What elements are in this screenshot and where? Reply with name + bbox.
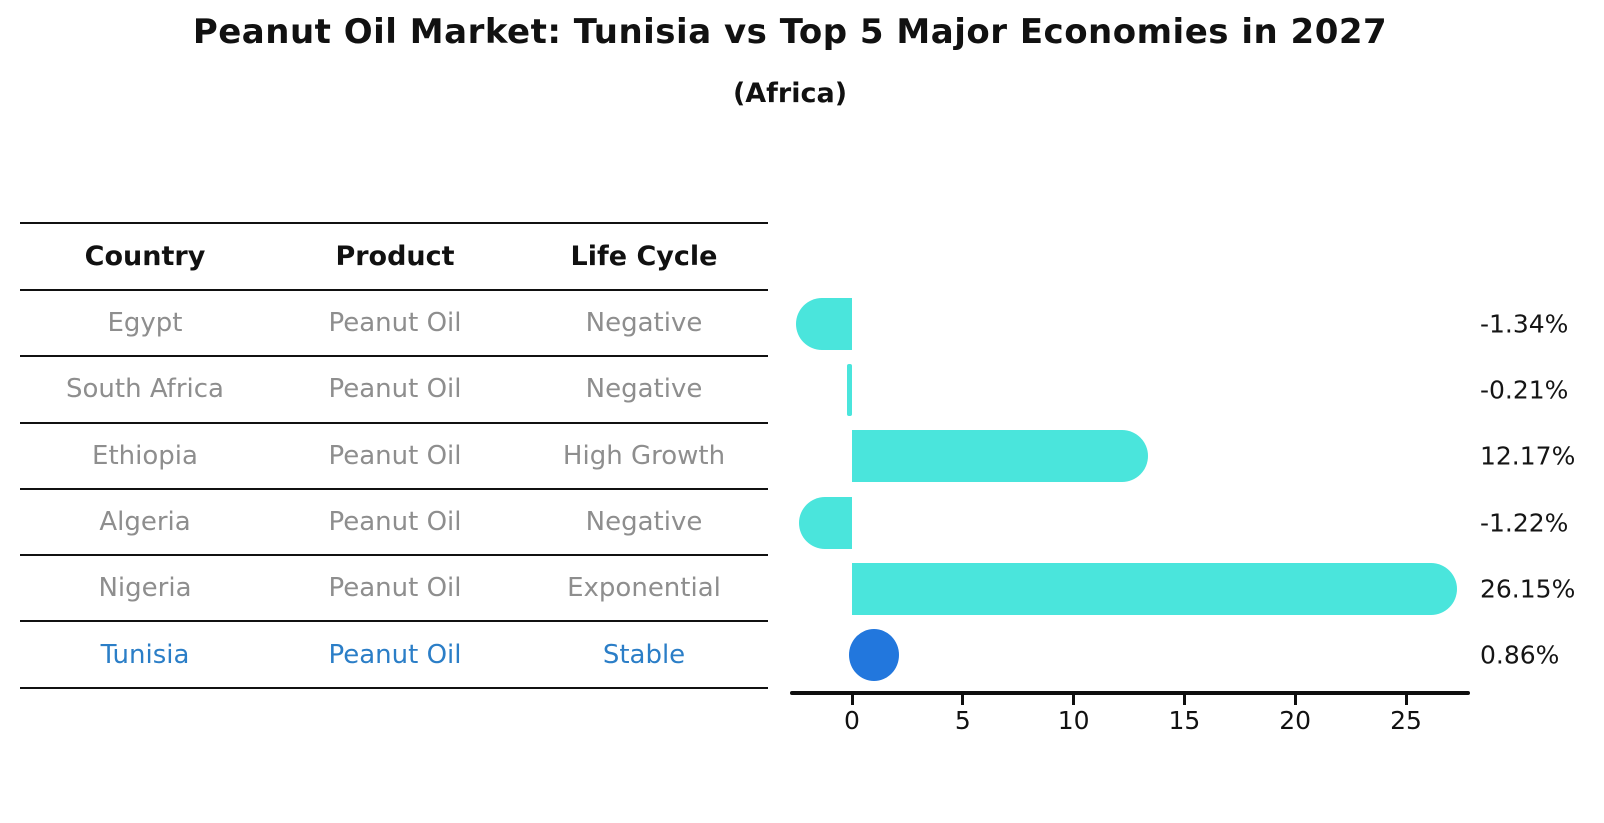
table-cell-country: Tunisia <box>100 639 190 670</box>
column-header-country: Country <box>84 241 206 272</box>
value-label: -1.34% <box>1480 309 1569 339</box>
bar-nigeria <box>852 562 1458 615</box>
bar-algeria <box>798 496 852 549</box>
x-tick-mark <box>1293 694 1297 705</box>
bar-egypt <box>796 297 852 350</box>
table-cell-product: Peanut Oil <box>328 440 462 471</box>
value-label: 0.86% <box>1480 640 1560 670</box>
table-row: South Africa Peanut Oil Negative <box>20 357 768 424</box>
table-cell-life-cycle: High Growth <box>562 440 726 471</box>
table-cell-product: Peanut Oil <box>328 374 462 405</box>
table-row: Nigeria Peanut Oil Exponential <box>20 556 768 623</box>
x-tick-label: 15 <box>1168 706 1201 735</box>
table-cell-product: Peanut Oil <box>328 308 462 339</box>
table-cell-product: Peanut Oil <box>328 639 462 670</box>
column-header-product: Product <box>335 241 455 272</box>
value-label: -0.21% <box>1480 375 1569 405</box>
value-label: 26.15% <box>1480 574 1576 604</box>
table-cell-country: Egypt <box>107 308 183 339</box>
table-header-row: Country Product Life Cycle <box>20 224 768 291</box>
table-cell-product: Peanut Oil <box>328 573 462 604</box>
x-tick-mark <box>961 694 965 705</box>
data-table: Country Product Life Cycle Egypt Peanut O… <box>20 222 768 689</box>
bar-ethiopia <box>852 430 1148 483</box>
bar-tunisia <box>849 629 899 682</box>
table-cell-life-cycle: Stable <box>602 639 686 670</box>
x-tick-mark <box>1182 694 1186 705</box>
bar-south-africa <box>847 363 852 416</box>
table-cell-life-cycle: Negative <box>585 308 703 339</box>
x-tick-label: 25 <box>1390 706 1422 735</box>
table-row: Tunisia Peanut Oil Stable <box>20 622 768 689</box>
table-row: Algeria Peanut Oil Negative <box>20 490 768 557</box>
chart-title: Peanut Oil Market: Tunisia vs Top 5 Majo… <box>192 12 1388 52</box>
x-tick-label: 0 <box>844 706 860 735</box>
x-tick-label: 10 <box>1057 706 1090 735</box>
value-label: 12.17% <box>1480 441 1576 471</box>
table-cell-life-cycle: Negative <box>585 374 703 405</box>
table-cell-country: South Africa <box>66 374 224 405</box>
table-body: Egypt Peanut Oil Negative South Africa Peanu… <box>20 291 768 689</box>
x-tick-label: 5 <box>954 706 971 735</box>
table-cell-country: Ethiopia <box>92 440 198 471</box>
value-label: -1.22% <box>1480 508 1569 538</box>
x-tick-mark <box>1404 694 1408 705</box>
table-cell-life-cycle: Exponential <box>567 573 721 604</box>
table-cell-country: Algeria <box>99 507 191 538</box>
column-header-life-cycle: Life Cycle <box>570 241 718 272</box>
table-cell-country: Nigeria <box>98 573 192 604</box>
chart-subtitle: (Africa) <box>732 78 848 109</box>
table-row: Ethiopia Peanut Oil High Growth <box>20 424 768 490</box>
table-cell-product: Peanut Oil <box>328 507 462 538</box>
x-tick-mark <box>1072 694 1076 705</box>
table-row: Egypt Peanut Oil Negative <box>20 291 768 358</box>
x-axis-line <box>790 691 1470 695</box>
x-tick-mark <box>850 694 854 705</box>
x-tick-label: 20 <box>1279 706 1312 735</box>
table-cell-life-cycle: Negative <box>585 507 703 538</box>
